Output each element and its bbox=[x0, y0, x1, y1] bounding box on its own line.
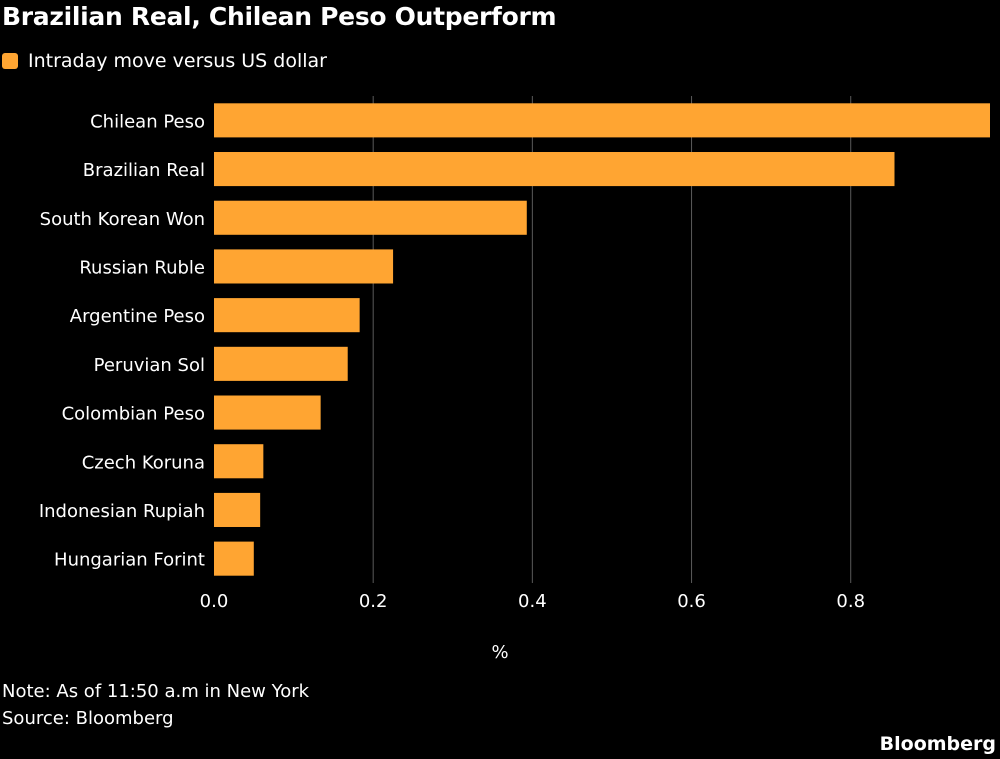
category-label: Czech Koruna bbox=[82, 452, 205, 473]
bar bbox=[214, 249, 394, 284]
bar bbox=[214, 103, 990, 138]
bar bbox=[214, 200, 527, 235]
bloomberg-logo: Bloomberg bbox=[879, 733, 996, 755]
category-label: South Korean Won bbox=[40, 209, 205, 230]
x-tick-label: 0.6 bbox=[677, 591, 706, 612]
bar bbox=[214, 541, 254, 576]
category-label: Colombian Peso bbox=[62, 404, 205, 425]
x-tick-label: 0.4 bbox=[518, 591, 547, 612]
bar-chart: Chilean Peso Brazilian Real South Korean W… bbox=[39, 96, 990, 663]
x-tick-labels: 0.0 0.2 0.4 0.6 0.8 bbox=[200, 591, 865, 612]
bar bbox=[214, 444, 264, 479]
category-labels: Chilean Peso Brazilian Real South Korean W… bbox=[39, 111, 205, 570]
category-label: Peruvian Sol bbox=[94, 355, 205, 376]
legend-swatch-icon bbox=[2, 53, 18, 69]
bar bbox=[214, 395, 321, 430]
chart-source: Source: Bloomberg bbox=[2, 708, 174, 729]
chart-note: Note: As of 11:50 a.m in New York bbox=[2, 681, 310, 702]
category-label: Brazilian Real bbox=[83, 160, 205, 181]
category-label: Argentine Peso bbox=[70, 306, 205, 327]
legend: Intraday move versus US dollar bbox=[2, 50, 327, 72]
bar bbox=[214, 492, 261, 527]
bar bbox=[214, 152, 895, 187]
chart-title: Brazilian Real, Chilean Peso Outperform bbox=[2, 2, 557, 31]
x-tick-label: 0.0 bbox=[200, 591, 229, 612]
category-label: Hungarian Forint bbox=[54, 550, 205, 571]
bar bbox=[214, 346, 348, 381]
category-label: Indonesian Rupiah bbox=[39, 501, 205, 522]
category-label: Russian Ruble bbox=[79, 257, 205, 278]
x-tick-label: 0.8 bbox=[836, 591, 865, 612]
bar bbox=[214, 298, 360, 333]
bars bbox=[214, 103, 990, 576]
x-tick-label: 0.2 bbox=[359, 591, 388, 612]
x-axis-label: % bbox=[491, 642, 508, 663]
category-label: Chilean Peso bbox=[90, 111, 205, 132]
legend-label: Intraday move versus US dollar bbox=[28, 50, 327, 72]
